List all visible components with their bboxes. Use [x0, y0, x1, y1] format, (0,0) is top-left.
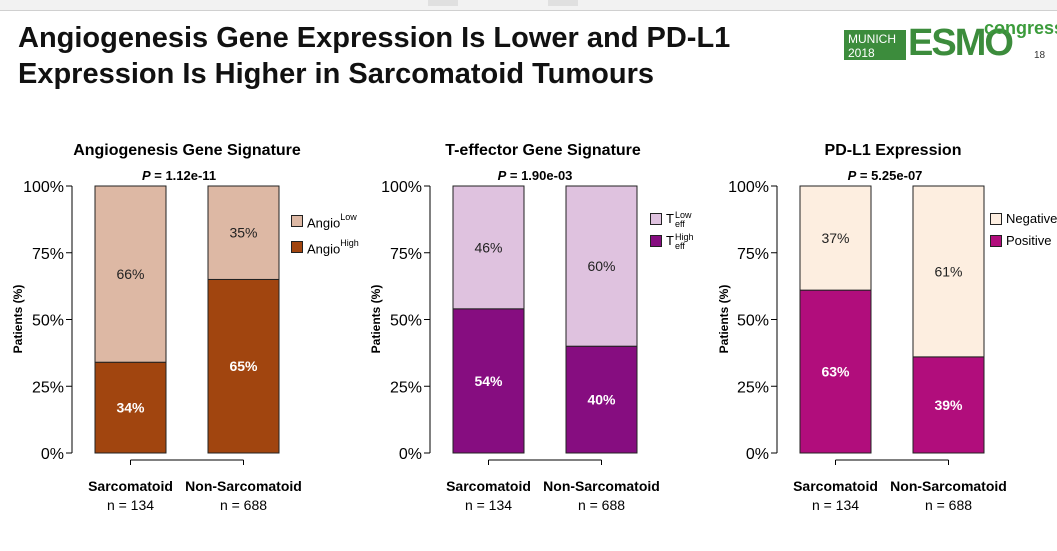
y-axis-label-pd-l1: Patients (%): [717, 285, 731, 354]
y-tick-label-t-effector: 75%: [390, 246, 422, 263]
n-label-angiogenesis-1: n = 688: [220, 497, 267, 513]
y-tick-label-angiogenesis: 50%: [32, 313, 64, 330]
y-tick-label-t-effector: 0%: [399, 446, 422, 463]
category-label-angiogenesis-0: Sarcomatoid: [88, 478, 173, 494]
y-tick-label-t-effector: 100%: [381, 179, 422, 196]
legend-label: Positive: [1006, 233, 1052, 248]
y-axis-label-angiogenesis: Patients (%): [11, 285, 25, 354]
bar-t-effector-0-1: [452, 185, 525, 310]
category-label-t-effector-0: Sarcomatoid: [446, 478, 531, 494]
bar-t-effector-1-1: [565, 185, 638, 347]
chart-title-t-effector: T-effector Gene Signature: [445, 142, 641, 159]
bar-label-t-effector-1-1: 60%: [587, 258, 615, 274]
y-tick-label-angiogenesis: 75%: [32, 246, 64, 263]
legend-label: AngioHigh: [307, 238, 359, 257]
bar-angiogenesis-0-1: [94, 185, 167, 363]
n-label-t-effector-1: n = 688: [578, 497, 625, 513]
n-label-angiogenesis-0: n = 134: [107, 497, 154, 513]
legend-swatch: [291, 241, 303, 254]
bar-angiogenesis-1-0: [207, 278, 280, 454]
slide-title-line1: Angiogenesis Gene Expression Is Lower an…: [18, 22, 731, 54]
legend-label: Negative: [1006, 211, 1057, 226]
bar-t-effector-1-0: [565, 345, 638, 454]
chart-title-angiogenesis: Angiogenesis Gene Signature: [73, 142, 301, 159]
legend-swatch: [990, 235, 1002, 247]
p-value-angiogenesis: P = 1.12e-11: [142, 168, 216, 183]
legend-label: AngioLow: [307, 212, 357, 231]
logo-brand: ESMO: [908, 22, 1014, 64]
bar-label-pd-l1-0-0: 63%: [821, 364, 850, 380]
legend-item-angiogenesis: AngioHigh: [291, 234, 359, 260]
y-tick-label-t-effector: 50%: [390, 313, 422, 330]
y-tick-label-angiogenesis: 0%: [41, 446, 64, 463]
logo-year: 2018: [848, 46, 875, 60]
y-tick-label-pd-l1: 0%: [746, 446, 769, 463]
logo-city-badge: MUNICH 2018: [844, 30, 906, 60]
legend-t-effector: T Low eff T High eff: [650, 208, 693, 252]
n-label-pd-l1-0: n = 134: [812, 497, 859, 513]
legend-swatch: [990, 213, 1002, 225]
n-label-t-effector-0: n = 134: [465, 497, 512, 513]
legend-angiogenesis: AngioLow AngioHigh: [291, 208, 359, 261]
legend-item-pd-l1: Positive: [990, 230, 1057, 252]
logo-city: MUNICH: [848, 32, 896, 46]
legend-item-angiogenesis: AngioLow: [291, 208, 359, 234]
legend-item-t-effector: T High eff: [650, 230, 693, 252]
n-label-pd-l1-1: n = 688: [925, 497, 972, 513]
bar-label-t-effector-0-1: 46%: [474, 239, 502, 255]
bar-pd-l1-1-1: [912, 185, 985, 358]
legend-swatch: [650, 235, 662, 247]
legend-label: T High eff: [666, 231, 694, 251]
legend-swatch: [291, 215, 303, 228]
bar-label-t-effector-1-0: 40%: [587, 392, 616, 408]
top-bar-tab: [428, 0, 458, 6]
category-label-angiogenesis-1: Non-Sarcomatoid: [185, 478, 302, 494]
y-tick-label-t-effector: 25%: [390, 379, 422, 396]
bar-pd-l1-1-0: [912, 356, 985, 454]
category-label-pd-l1-1: Non-Sarcomatoid: [890, 478, 1007, 494]
legend-item-t-effector: T Low eff: [650, 208, 693, 230]
p-value-t-effector: P = 1.90e-03: [498, 168, 573, 183]
slide-title-line2: Expression Is Higher in Sarcomatoid Tumo…: [18, 58, 654, 90]
bar-label-angiogenesis-1-1: 35%: [229, 225, 257, 241]
y-tick-label-angiogenesis: 25%: [32, 379, 64, 396]
bar-label-t-effector-0-0: 54%: [474, 373, 503, 389]
legend-label: T Low eff: [666, 209, 692, 229]
bar-label-pd-l1-1-0: 39%: [934, 397, 963, 413]
y-tick-label-pd-l1: 25%: [737, 379, 769, 396]
top-bar-tab: [548, 0, 578, 6]
window-top-bar: [0, 0, 1057, 11]
y-tick-label-angiogenesis: 100%: [23, 179, 64, 196]
category-label-pd-l1-0: Sarcomatoid: [793, 478, 878, 494]
bar-label-angiogenesis-0-1: 66%: [116, 266, 144, 282]
legend-pd-l1: Negative Positive: [990, 208, 1057, 252]
y-tick-label-pd-l1: 100%: [728, 179, 769, 196]
page-number: 18: [1034, 50, 1046, 61]
category-label-t-effector-1: Non-Sarcomatoid: [543, 478, 660, 494]
y-axis-label-t-effector: Patients (%): [369, 285, 383, 354]
slide-title: Angiogenesis Gene Expression Is Lower an…: [18, 20, 818, 92]
logo-word: congress: [984, 18, 1057, 38]
p-value-pd-l1: P = 5.25e-07: [848, 168, 923, 183]
chart-title-pd-l1: PD-L1 Expression: [825, 142, 962, 159]
bar-label-pd-l1-0-1: 37%: [821, 230, 849, 246]
legend-swatch: [650, 213, 662, 225]
bar-label-angiogenesis-0-0: 34%: [116, 400, 145, 416]
bar-label-pd-l1-1-1: 61%: [934, 263, 962, 279]
bar-pd-l1-0-0: [799, 289, 872, 454]
esmo-congress-logo: MUNICH 2018 ESMO congress 18: [844, 18, 1057, 68]
legend-item-pd-l1: Negative: [990, 208, 1057, 230]
bar-label-angiogenesis-1-0: 65%: [229, 358, 258, 374]
y-tick-label-pd-l1: 75%: [737, 246, 769, 263]
bar-t-effector-0-0: [452, 308, 525, 454]
bar-angiogenesis-1-1: [207, 185, 280, 280]
bar-pd-l1-0-1: [799, 185, 872, 291]
bar-angiogenesis-0-0: [94, 361, 167, 454]
y-tick-label-pd-l1: 50%: [737, 313, 769, 330]
